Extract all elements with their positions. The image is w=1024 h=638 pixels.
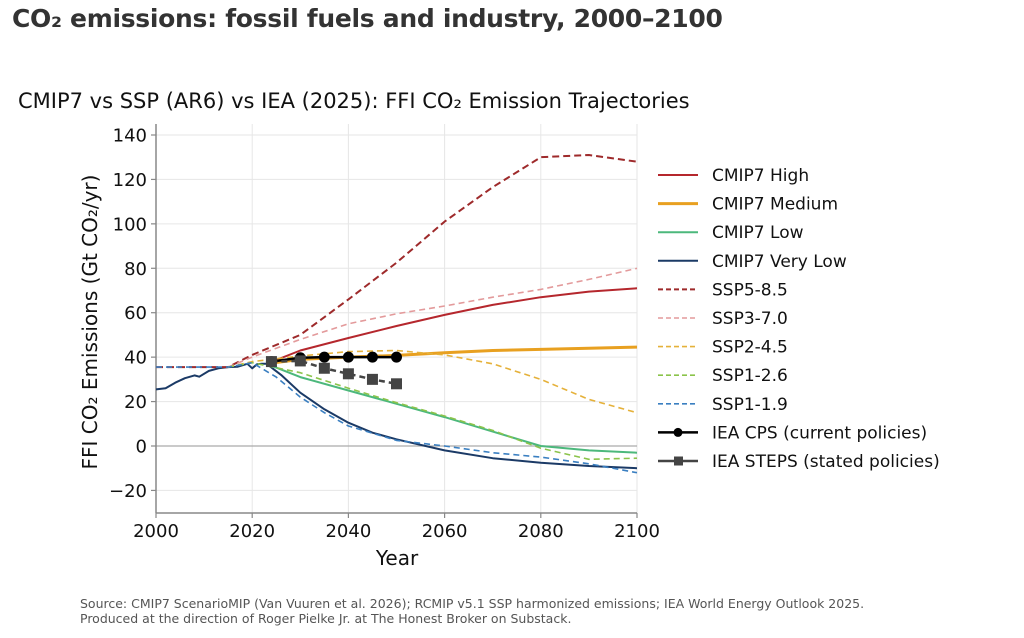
data-point-iea-steps-stated-policies bbox=[294, 355, 306, 367]
grid bbox=[155, 124, 638, 513]
legend-item: IEA STEPS (stated policies) bbox=[658, 452, 940, 472]
legend-label: SSP2-4.5 bbox=[712, 338, 788, 358]
page-title: CO₂ emissions: fossil fuels and industry… bbox=[12, 4, 723, 33]
legend-label: IEA CPS (current policies) bbox=[712, 423, 927, 443]
legend-marker bbox=[674, 456, 683, 466]
legend-label: CMIP7 Low bbox=[712, 223, 804, 243]
legend-item: CMIP7 Low bbox=[658, 223, 804, 243]
series-line-ssp5-8-5 bbox=[156, 154, 638, 369]
legend-item: CMIP7 Medium bbox=[658, 195, 838, 215]
legend-item: SSP5-8.5 bbox=[658, 280, 788, 300]
legend-item: SSP1-2.6 bbox=[658, 366, 788, 386]
data-point-iea-cps-current-policies bbox=[366, 351, 378, 363]
axes: 2000 2020 2040 2060 2080 2100−200204060801001… bbox=[109, 124, 660, 542]
data-point-iea-cps-current-policies bbox=[318, 351, 330, 363]
y-tick-label: −20 bbox=[109, 481, 147, 502]
y-tick-label: 80 bbox=[124, 259, 147, 280]
legend-marker bbox=[673, 427, 683, 437]
series-line-ssp1-1-9 bbox=[156, 361, 638, 474]
legend-label: CMIP7 Medium bbox=[712, 195, 838, 215]
data-point-iea-steps-stated-policies bbox=[366, 373, 378, 385]
data-point-iea-cps-current-policies bbox=[391, 351, 402, 363]
x-tick-label: 2020 bbox=[229, 521, 275, 542]
y-tick-label: 100 bbox=[113, 214, 147, 235]
series-line-cmip7-low bbox=[266, 362, 638, 454]
legend-item: SSP3-7.0 bbox=[658, 309, 788, 329]
legend-item: SSP2-4.5 bbox=[658, 338, 788, 358]
legend-label: CMIP7 High bbox=[712, 166, 809, 186]
legend-label: SSP3-7.0 bbox=[712, 309, 788, 329]
y-tick-label: 20 bbox=[124, 392, 147, 413]
footer: Source: CMIP7 ScenarioMIP (Van Vuuren et… bbox=[80, 596, 864, 626]
data-point-iea-steps-stated-policies bbox=[265, 356, 277, 368]
legend-item: CMIP7 Very Low bbox=[658, 252, 847, 272]
y-tick-label: 40 bbox=[124, 348, 147, 369]
data-point-iea-steps-stated-policies bbox=[391, 378, 402, 390]
legend-label: SSP1-2.6 bbox=[712, 366, 788, 386]
x-axis-label: Year bbox=[375, 546, 419, 570]
y-tick-label: 60 bbox=[124, 303, 147, 324]
legend-label: SSP5-8.5 bbox=[712, 280, 788, 300]
legend-label: SSP1-1.9 bbox=[712, 395, 788, 415]
x-tick-label: 2080 bbox=[518, 521, 564, 542]
legend: CMIP7 High CMIP7 Medium CMIP7 Low CMIP7 Ver… bbox=[658, 166, 940, 472]
y-tick-label: 0 bbox=[136, 437, 147, 458]
source-note: Source: CMIP7 ScenarioMIP (Van Vuuren et… bbox=[80, 596, 865, 611]
x-tick-label: 2040 bbox=[325, 521, 371, 542]
legend-item: IEA CPS (current policies) bbox=[658, 423, 927, 443]
x-tick-label: 2100 bbox=[614, 521, 660, 542]
y-tick-label: 140 bbox=[113, 126, 147, 147]
data-point-iea-cps-current-policies bbox=[342, 351, 354, 363]
data-point-iea-steps-stated-policies bbox=[318, 362, 330, 374]
x-tick-label: 2060 bbox=[422, 521, 468, 542]
x-tick-label: 2000 bbox=[133, 521, 179, 542]
series-line-cmip7-medium bbox=[266, 345, 638, 366]
series-line-ssp2-4-5 bbox=[227, 349, 638, 414]
chart-title: CMIP7 vs SSP (AR6) vs IEA (2025): FFI CO… bbox=[18, 89, 690, 113]
credit-note: Produced at the direction of Roger Pielk… bbox=[80, 611, 572, 626]
legend-label: IEA STEPS (stated policies) bbox=[712, 452, 940, 472]
series-layer bbox=[155, 154, 638, 474]
y-axis-label: FFI CO₂ Emissions (Gt CO₂/yr) bbox=[78, 175, 102, 470]
legend-item: SSP1-1.9 bbox=[658, 395, 788, 415]
data-point-iea-steps-stated-policies bbox=[342, 368, 354, 380]
y-tick-label: 120 bbox=[113, 170, 147, 191]
legend-item: CMIP7 High bbox=[658, 166, 809, 186]
series-line-ssp1-2-6 bbox=[227, 361, 638, 461]
series-line-cmip7-high bbox=[266, 287, 638, 365]
series-line-ssp3-7-0 bbox=[227, 267, 638, 368]
legend-label: CMIP7 Very Low bbox=[712, 252, 847, 272]
chart: CMIP7 vs SSP (AR6) vs IEA (2025): FFI CO… bbox=[18, 89, 940, 570]
